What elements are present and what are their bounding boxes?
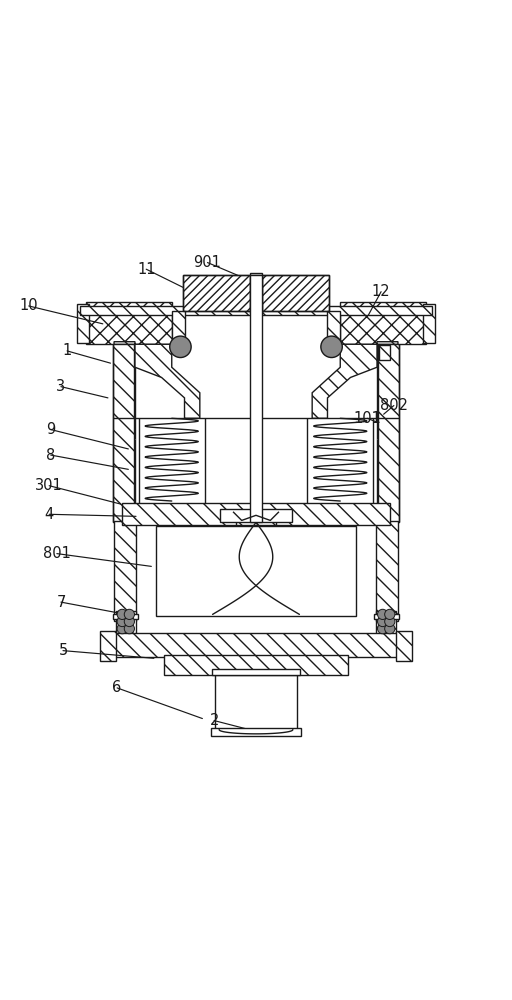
Bar bbox=[122, 503, 390, 525]
Bar bbox=[376, 521, 398, 621]
Circle shape bbox=[117, 616, 127, 627]
Bar bbox=[262, 275, 329, 311]
Circle shape bbox=[385, 609, 395, 619]
Bar bbox=[77, 304, 89, 343]
Bar bbox=[378, 345, 390, 360]
Polygon shape bbox=[114, 342, 200, 418]
Circle shape bbox=[124, 616, 135, 627]
Bar bbox=[396, 631, 412, 661]
Text: 11: 11 bbox=[137, 262, 156, 277]
Circle shape bbox=[117, 609, 127, 619]
Text: 801: 801 bbox=[43, 546, 71, 561]
Text: 2: 2 bbox=[209, 713, 219, 728]
Text: 10: 10 bbox=[19, 298, 38, 313]
Bar bbox=[100, 631, 116, 661]
Bar bbox=[250, 275, 262, 522]
Text: 4: 4 bbox=[45, 507, 54, 522]
Bar bbox=[157, 526, 355, 616]
Bar bbox=[87, 302, 172, 344]
Text: 9: 9 bbox=[46, 422, 55, 437]
Text: 5: 5 bbox=[58, 643, 68, 658]
Circle shape bbox=[124, 609, 135, 619]
Circle shape bbox=[377, 624, 388, 634]
Bar bbox=[340, 302, 425, 344]
Bar bbox=[328, 311, 340, 341]
Text: 802: 802 bbox=[380, 398, 408, 413]
Text: 8: 8 bbox=[46, 448, 55, 463]
Circle shape bbox=[385, 616, 395, 627]
Bar bbox=[220, 509, 292, 522]
Bar bbox=[183, 275, 250, 311]
Circle shape bbox=[377, 616, 388, 627]
Bar bbox=[423, 304, 435, 343]
Bar bbox=[164, 655, 348, 675]
Text: 301: 301 bbox=[35, 478, 63, 493]
Circle shape bbox=[321, 336, 343, 358]
Circle shape bbox=[117, 624, 127, 634]
Bar bbox=[211, 728, 301, 736]
Text: 3: 3 bbox=[56, 379, 66, 394]
Bar bbox=[116, 611, 136, 634]
Circle shape bbox=[377, 609, 388, 619]
Bar bbox=[172, 311, 184, 341]
Bar bbox=[215, 675, 297, 730]
Bar bbox=[113, 321, 135, 522]
Text: 6: 6 bbox=[113, 680, 122, 695]
Text: 101: 101 bbox=[353, 411, 381, 426]
Text: 12: 12 bbox=[372, 284, 391, 299]
Circle shape bbox=[169, 336, 191, 358]
Circle shape bbox=[124, 624, 135, 634]
Circle shape bbox=[385, 624, 395, 634]
Bar bbox=[376, 611, 396, 634]
Text: 7: 7 bbox=[56, 595, 66, 610]
Bar bbox=[250, 273, 262, 313]
Bar bbox=[114, 633, 398, 657]
Bar bbox=[212, 669, 300, 675]
Text: 901: 901 bbox=[194, 255, 221, 270]
Bar bbox=[377, 321, 399, 522]
Bar bbox=[113, 614, 138, 619]
Bar bbox=[374, 614, 399, 619]
Polygon shape bbox=[312, 342, 398, 418]
Text: 1: 1 bbox=[62, 343, 72, 358]
Bar bbox=[114, 521, 136, 621]
Bar bbox=[80, 306, 432, 315]
Bar bbox=[183, 275, 329, 311]
